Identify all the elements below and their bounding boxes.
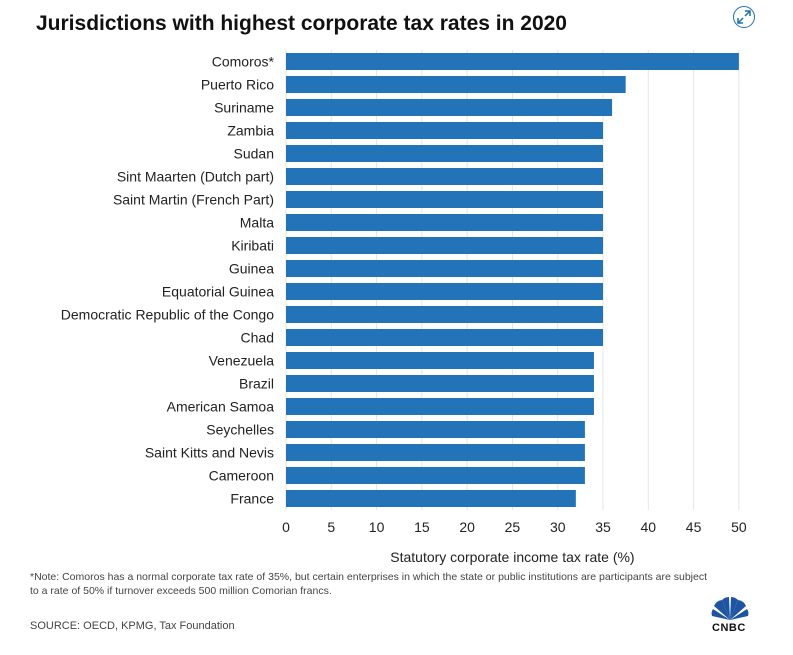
bar[interactable] xyxy=(286,306,604,323)
category-label: France xyxy=(230,491,274,507)
category-label: Saint Kitts and Nevis xyxy=(145,445,274,461)
category-label: Puerto Rico xyxy=(201,77,274,93)
x-tick-label: 50 xyxy=(731,519,747,535)
chart-title: Jurisdictions with highest corporate tax… xyxy=(36,12,567,35)
bar[interactable] xyxy=(286,467,585,484)
category-label: Zambia xyxy=(227,123,274,139)
bar[interactable] xyxy=(286,444,585,461)
expand-icon[interactable] xyxy=(733,6,755,28)
category-label: Kiribati xyxy=(231,238,274,254)
peacock-logo-icon xyxy=(711,597,749,620)
logo-text: CNBC xyxy=(712,622,746,634)
x-tick-label: 15 xyxy=(414,519,430,535)
x-tick-label: 30 xyxy=(550,519,566,535)
bar[interactable] xyxy=(286,145,604,162)
category-label: Seychelles xyxy=(206,422,274,438)
x-tick-label: 45 xyxy=(686,519,702,535)
category-label: Democratic Republic of the Congo xyxy=(61,307,274,323)
x-tick-label: 35 xyxy=(595,519,611,535)
bar-chart: 0 5 10 15 20 25 30 35 40 45 50 Comoros* Puerto Rico S… xyxy=(61,50,747,565)
x-axis-title: Statutory corporate income tax rate (%) xyxy=(390,549,634,565)
bar[interactable] xyxy=(286,237,604,254)
category-label: Sint Maarten (Dutch part) xyxy=(117,169,274,185)
x-tick-label: 5 xyxy=(327,519,335,535)
bar[interactable] xyxy=(286,490,576,507)
category-label: Comoros* xyxy=(212,54,275,70)
x-tick-label: 25 xyxy=(505,519,521,535)
category-label: Venezuela xyxy=(209,353,275,369)
category-label: Saint Martin (French Part) xyxy=(113,192,274,208)
category-label: American Samoa xyxy=(167,399,275,415)
x-tick-label: 0 xyxy=(282,519,290,535)
category-label: Suriname xyxy=(214,100,274,116)
bar[interactable] xyxy=(286,99,613,116)
bar[interactable] xyxy=(286,168,604,185)
bar[interactable] xyxy=(286,260,604,277)
bar[interactable] xyxy=(286,53,739,70)
bar[interactable] xyxy=(286,398,594,415)
category-label: Brazil xyxy=(239,376,274,392)
bar[interactable] xyxy=(286,122,604,139)
category-label: Sudan xyxy=(234,146,274,162)
bar[interactable] xyxy=(286,214,604,231)
category-label: Malta xyxy=(240,215,274,231)
footnote: *Note: Comoros has a normal corporate ta… xyxy=(30,571,708,597)
bar[interactable] xyxy=(286,283,604,300)
bar[interactable] xyxy=(286,375,594,392)
x-tick-label: 10 xyxy=(369,519,385,535)
category-label: Guinea xyxy=(229,261,274,277)
x-tick-label: 40 xyxy=(641,519,657,535)
x-tick-label: 20 xyxy=(459,519,475,535)
bar[interactable] xyxy=(286,421,585,438)
bar[interactable] xyxy=(286,76,626,93)
category-label: Chad xyxy=(241,330,274,346)
source-text: SOURCE: OECD, KPMG, Tax Foundation xyxy=(30,620,235,632)
bar[interactable] xyxy=(286,191,604,208)
category-label: Equatorial Guinea xyxy=(162,284,274,300)
bar[interactable] xyxy=(286,352,594,369)
bar[interactable] xyxy=(286,329,604,346)
category-label: Cameroon xyxy=(209,468,274,484)
